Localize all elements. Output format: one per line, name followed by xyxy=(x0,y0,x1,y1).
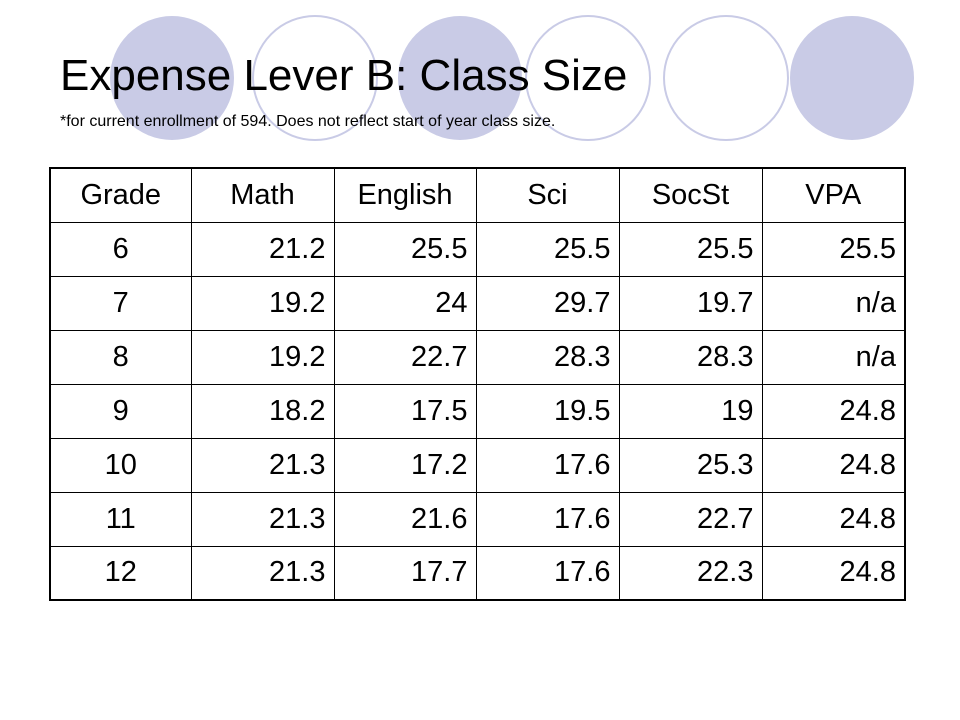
cell-socst: 28.3 xyxy=(618,329,763,385)
cell-english: 21.6 xyxy=(333,491,477,547)
cell-socst: 22.3 xyxy=(618,545,763,601)
cell-socst: 19 xyxy=(618,383,763,439)
table-header-row: Grade Math English Sci SocSt VPA xyxy=(49,167,906,223)
cell-english: 22.7 xyxy=(333,329,477,385)
cell-math: 18.2 xyxy=(190,383,335,439)
slide-title: Expense Lever B: Class Size xyxy=(60,51,628,100)
cell-sci: 19.5 xyxy=(475,383,620,439)
cell-socst: 22.7 xyxy=(618,491,763,547)
cell-socst: 19.7 xyxy=(618,275,763,331)
decor-circle-6 xyxy=(790,16,914,140)
cell-socst: 25.5 xyxy=(618,221,763,277)
cell-vpa: n/a xyxy=(761,329,906,385)
cell-math: 19.2 xyxy=(190,275,335,331)
header-grade: Grade xyxy=(49,167,192,223)
cell-socst: 25.3 xyxy=(618,437,763,493)
decor-circle-4 xyxy=(525,15,651,141)
decorative-circles xyxy=(110,15,914,141)
decor-circle-3 xyxy=(398,16,522,140)
cell-vpa: 24.8 xyxy=(761,383,906,439)
cell-grade: 6 xyxy=(49,221,192,277)
table-row: 9 18.2 17.5 19.5 19 24.8 xyxy=(49,383,906,439)
cell-english: 17.5 xyxy=(333,383,477,439)
cell-grade: 9 xyxy=(49,383,192,439)
header-vpa: VPA xyxy=(761,167,906,223)
decor-circle-5 xyxy=(663,15,789,141)
cell-vpa: 24.8 xyxy=(761,437,906,493)
cell-vpa: n/a xyxy=(761,275,906,331)
cell-math: 19.2 xyxy=(190,329,335,385)
cell-english: 17.7 xyxy=(333,545,477,601)
cell-sci: 29.7 xyxy=(475,275,620,331)
table-row: 12 21.3 17.7 17.6 22.3 24.8 xyxy=(49,545,906,601)
decor-circle-2 xyxy=(252,15,378,141)
cell-sci: 25.5 xyxy=(475,221,620,277)
header-socst: SocSt xyxy=(618,167,763,223)
cell-grade: 8 xyxy=(49,329,192,385)
header-math: Math xyxy=(190,167,335,223)
cell-grade: 11 xyxy=(49,491,192,547)
cell-sci: 28.3 xyxy=(475,329,620,385)
cell-vpa: 24.8 xyxy=(761,545,906,601)
cell-grade: 7 xyxy=(49,275,192,331)
cell-english: 17.2 xyxy=(333,437,477,493)
decor-circle-1 xyxy=(110,16,234,140)
table-row: 7 19.2 24 29.7 19.7 n/a xyxy=(49,275,906,331)
cell-sci: 17.6 xyxy=(475,437,620,493)
cell-english: 25.5 xyxy=(333,221,477,277)
cell-grade: 10 xyxy=(49,437,192,493)
cell-math: 21.2 xyxy=(190,221,335,277)
cell-vpa: 24.8 xyxy=(761,491,906,547)
table-row: 10 21.3 17.2 17.6 25.3 24.8 xyxy=(49,437,906,493)
cell-sci: 17.6 xyxy=(475,491,620,547)
table-row: 8 19.2 22.7 28.3 28.3 n/a xyxy=(49,329,906,385)
cell-english: 24 xyxy=(333,275,477,331)
cell-math: 21.3 xyxy=(190,491,335,547)
header-sci: Sci xyxy=(475,167,620,223)
class-size-table: Grade Math English Sci SocSt VPA 6 21.2 … xyxy=(49,167,906,601)
cell-math: 21.3 xyxy=(190,437,335,493)
slide-subtitle: *for current enrollment of 594. Does not… xyxy=(60,113,556,130)
cell-vpa: 25.5 xyxy=(761,221,906,277)
cell-grade: 12 xyxy=(49,545,192,601)
cell-math: 21.3 xyxy=(190,545,335,601)
table-row: 11 21.3 21.6 17.6 22.7 24.8 xyxy=(49,491,906,547)
cell-sci: 17.6 xyxy=(475,545,620,601)
table-row: 6 21.2 25.5 25.5 25.5 25.5 xyxy=(49,221,906,277)
header-english: English xyxy=(333,167,477,223)
